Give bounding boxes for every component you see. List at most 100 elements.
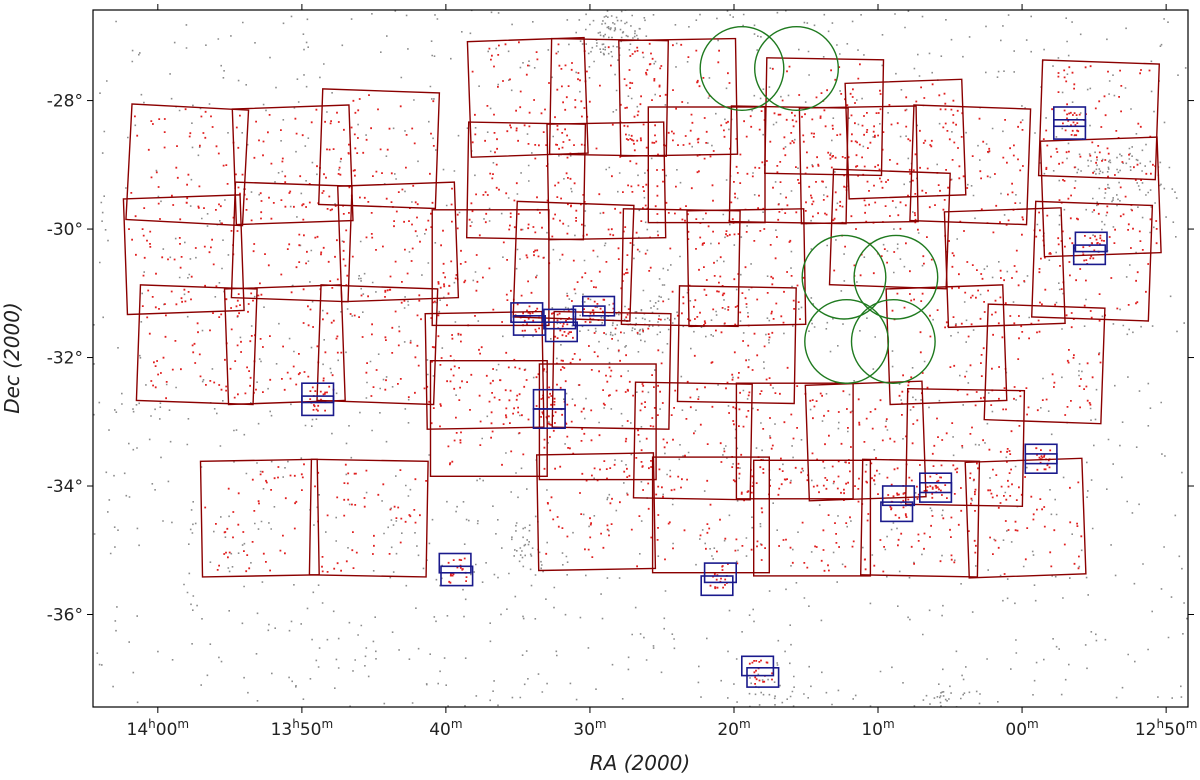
large-field-15 [798,105,919,225]
large-field-25 [943,207,1066,329]
large-field-36 [538,363,657,481]
large-field-26 [1030,200,1154,322]
large-field-38 [735,382,854,500]
large-field-21 [512,200,635,322]
tick-unit-superscript: m [1027,717,1039,731]
large-field-18 [230,181,353,303]
tick-unit-superscript: h [148,717,156,731]
small-field-10 [544,321,578,343]
y-tick-label: -30° [47,220,83,240]
small-field-6 [301,395,335,417]
large-field-19 [336,181,460,303]
tick-unit-superscript: m [595,717,607,731]
small-field-26 [1024,453,1058,474]
small-field-2 [1053,119,1087,140]
circular-field-6 [850,299,936,385]
small-field-24 [918,481,953,503]
small-field-4 [1072,244,1107,266]
large-field-31 [551,310,672,430]
x-tick-label: 13h50m [271,717,334,740]
y-axis-label: Dec (2000) [0,302,24,414]
large-field-37 [632,381,753,501]
large-field-5 [548,37,670,157]
large-field-7 [764,57,885,177]
tick-unit-superscript: m [451,717,463,731]
x-tick-label: 12h50m [1135,717,1198,740]
small-field-5 [301,382,335,404]
y-tick-label: -28° [47,92,83,112]
large-field-22 [620,208,741,328]
large-field-4 [466,36,589,158]
large-field-20 [431,209,550,327]
large-field-28 [223,284,346,406]
large-field-13 [647,106,766,224]
circular-field-5 [804,299,890,385]
small-field-18 [700,575,734,597]
small-field-20 [746,666,780,688]
large-field-34 [983,303,1106,425]
x-axis-label: RA (2000) [590,751,690,775]
tick-value: 40 [429,720,451,740]
field-source-points-layer [128,41,1158,685]
background-points-layer [93,10,1188,707]
large-field-6 [618,37,739,157]
tick-value: 10 [861,720,883,740]
tick-unit-superscript: m [739,717,751,731]
tick-value: 50 [300,720,322,740]
large-field-17 [122,194,245,316]
small-field-7 [510,302,544,323]
small-field-3 [1074,231,1108,253]
small-field-21 [881,485,916,507]
large-field-27 [135,284,258,406]
x-tick-label: 10m [861,717,894,740]
tick-value: 00 [1005,720,1027,740]
large-field-14 [728,105,849,225]
tick-value: 30 [573,720,595,740]
large-field-1 [125,103,250,227]
tick-unit-superscript: m [321,717,333,731]
tick-unit-superscript: h [1156,717,1164,731]
large-field-46 [859,458,981,578]
large-field-41 [199,458,320,578]
small-field-19 [740,655,775,677]
circular-field-3 [801,234,887,320]
axis-ticks-layer: -28°-30°-32°-34°-36°14h00m 13h50m 40m 30m 20… [47,4,1198,740]
large-field-40 [904,387,1026,508]
field-source-points [128,41,1158,685]
small-field-14 [532,408,566,429]
tick-unit-superscript: m [1186,717,1198,731]
large-field-24 [828,168,951,290]
plot-frame [92,9,1189,708]
tick-value: 12 [1135,720,1157,740]
large-field-30 [424,310,545,430]
x-tick-label: 30m [573,717,606,740]
background-source-points [93,10,1188,707]
tick-value: 50 [1164,720,1186,740]
small-field-15 [438,552,472,574]
large-field-10 [1037,59,1161,181]
large-field-11 [465,121,587,241]
x-tick-label: 00m [1005,717,1038,740]
y-tick-label: -34° [47,477,83,497]
tick-value: 13 [271,720,293,740]
large-field-23 [686,208,807,328]
small-field-16 [440,565,474,587]
circular-fields-layer [699,26,939,385]
x-tick-label: 40m [429,717,462,740]
large-field-47 [964,457,1087,579]
circular-field-4 [853,234,939,320]
plot-background [93,10,1188,707]
x-tick-label: 20m [717,717,750,740]
tick-unit-superscript: h [292,717,300,731]
small-field-12 [581,295,616,317]
large-field-42 [308,458,429,578]
circular-field-1 [699,26,785,111]
x-tick-label: 14h00m [127,717,190,740]
large-field-12 [546,121,667,241]
y-tick-label: -32° [47,349,83,369]
large-field-44 [651,456,770,574]
tick-unit-superscript: m [177,717,189,731]
large-field-16 [1039,136,1162,258]
large-field-45 [753,459,872,577]
